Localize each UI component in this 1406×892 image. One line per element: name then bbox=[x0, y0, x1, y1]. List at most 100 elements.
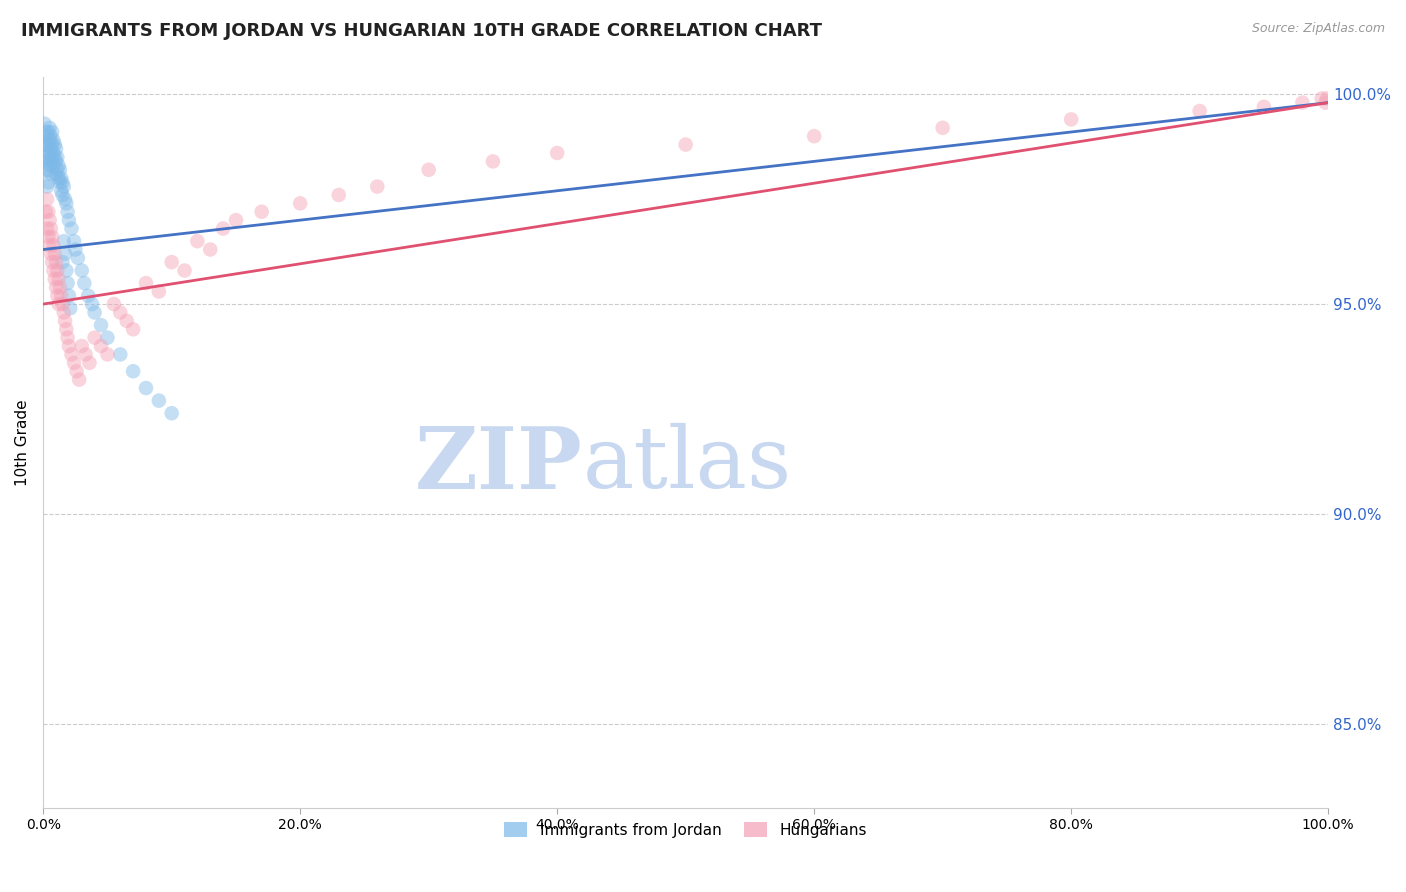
Point bbox=[41, 137, 63, 152]
Point bbox=[45, 255, 67, 269]
Point bbox=[90, 339, 112, 353]
Point bbox=[73, 276, 96, 290]
Text: IMMIGRANTS FROM JORDAN VS HUNGARIAN 10TH GRADE CORRELATION CHART: IMMIGRANTS FROM JORDAN VS HUNGARIAN 10TH… bbox=[21, 22, 823, 40]
Point bbox=[52, 179, 75, 194]
Point bbox=[37, 150, 59, 164]
Point bbox=[75, 347, 97, 361]
Point bbox=[79, 356, 101, 370]
Point bbox=[80, 297, 103, 311]
Point bbox=[51, 188, 73, 202]
Point bbox=[45, 280, 67, 294]
Point bbox=[46, 263, 69, 277]
Point bbox=[41, 150, 63, 164]
Point bbox=[46, 288, 69, 302]
Point bbox=[35, 204, 58, 219]
Point bbox=[160, 255, 183, 269]
Point bbox=[46, 162, 69, 177]
Point bbox=[44, 137, 66, 152]
Point bbox=[42, 263, 65, 277]
Point bbox=[51, 171, 73, 186]
Point bbox=[135, 381, 157, 395]
Point bbox=[418, 162, 440, 177]
Point bbox=[35, 221, 58, 235]
Point bbox=[110, 305, 132, 319]
Point bbox=[931, 120, 953, 135]
Point bbox=[51, 184, 73, 198]
Point bbox=[59, 301, 82, 316]
Point bbox=[48, 297, 70, 311]
Point bbox=[83, 305, 105, 319]
Point bbox=[366, 179, 388, 194]
Point bbox=[39, 246, 62, 260]
Point bbox=[42, 238, 65, 252]
Point bbox=[35, 137, 58, 152]
Point bbox=[34, 137, 56, 152]
Point bbox=[1291, 95, 1313, 110]
Point bbox=[51, 297, 73, 311]
Point bbox=[83, 331, 105, 345]
Point bbox=[70, 263, 93, 277]
Point bbox=[290, 196, 312, 211]
Point bbox=[56, 331, 79, 345]
Point bbox=[35, 162, 58, 177]
Y-axis label: 10th Grade: 10th Grade bbox=[15, 400, 30, 486]
Point bbox=[52, 234, 75, 248]
Point bbox=[186, 234, 208, 248]
Point bbox=[173, 263, 195, 277]
Point bbox=[49, 175, 72, 189]
Point bbox=[45, 167, 67, 181]
Point bbox=[38, 133, 60, 147]
Point bbox=[122, 364, 145, 378]
Point bbox=[63, 356, 86, 370]
Point bbox=[44, 150, 66, 164]
Point bbox=[55, 263, 77, 277]
Point bbox=[60, 221, 83, 235]
Point bbox=[39, 221, 62, 235]
Point bbox=[135, 276, 157, 290]
Point bbox=[148, 393, 170, 408]
Point bbox=[122, 322, 145, 336]
Point bbox=[482, 154, 505, 169]
Point bbox=[96, 347, 118, 361]
Point bbox=[90, 318, 112, 332]
Point bbox=[37, 137, 59, 152]
Point bbox=[41, 255, 63, 269]
Legend: Immigrants from Jordan, Hungarians: Immigrants from Jordan, Hungarians bbox=[498, 815, 873, 844]
Point bbox=[41, 230, 63, 244]
Point bbox=[67, 373, 90, 387]
Text: atlas: atlas bbox=[583, 423, 792, 506]
Point bbox=[1188, 103, 1211, 118]
Point bbox=[55, 196, 77, 211]
Point bbox=[48, 272, 70, 286]
Point bbox=[1315, 95, 1337, 110]
Point bbox=[212, 221, 235, 235]
Point bbox=[58, 288, 80, 302]
Point bbox=[35, 125, 58, 139]
Point bbox=[546, 146, 568, 161]
Point bbox=[42, 159, 65, 173]
Point bbox=[160, 406, 183, 420]
Point bbox=[44, 272, 66, 286]
Point bbox=[35, 192, 58, 206]
Point bbox=[51, 288, 73, 302]
Text: ZIP: ZIP bbox=[415, 423, 583, 507]
Point bbox=[37, 230, 59, 244]
Point bbox=[48, 171, 70, 186]
Point bbox=[42, 146, 65, 161]
Point bbox=[53, 192, 76, 206]
Point bbox=[52, 305, 75, 319]
Point bbox=[60, 347, 83, 361]
Point bbox=[70, 339, 93, 353]
Text: Source: ZipAtlas.com: Source: ZipAtlas.com bbox=[1251, 22, 1385, 36]
Point bbox=[77, 288, 100, 302]
Point bbox=[39, 129, 62, 144]
Point bbox=[148, 285, 170, 299]
Point bbox=[42, 133, 65, 147]
Point bbox=[96, 331, 118, 345]
Point bbox=[65, 364, 87, 378]
Point bbox=[49, 280, 72, 294]
Point bbox=[38, 238, 60, 252]
Point bbox=[225, 213, 247, 227]
Point bbox=[803, 129, 825, 144]
Point bbox=[1310, 91, 1333, 105]
